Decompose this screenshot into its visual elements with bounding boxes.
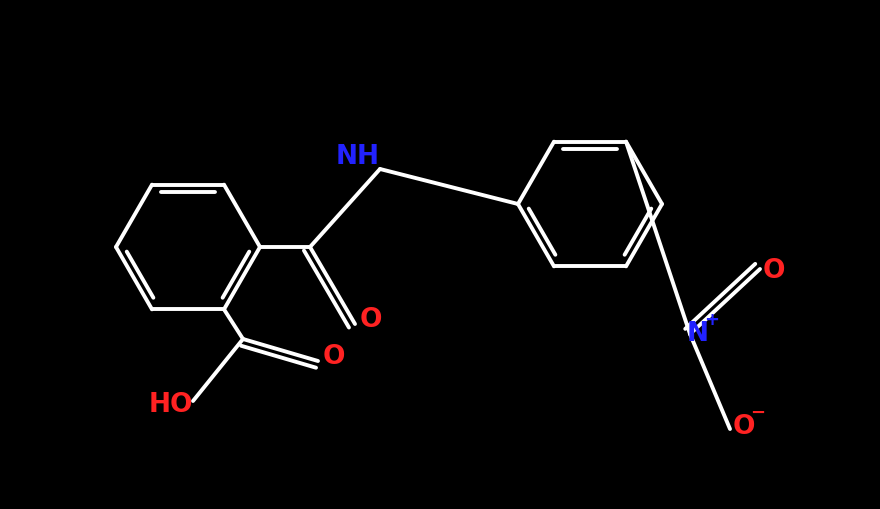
Text: −: − (751, 404, 766, 422)
Text: O: O (733, 414, 755, 440)
Text: O: O (360, 307, 382, 333)
Text: NH: NH (336, 144, 380, 170)
Text: O: O (763, 258, 785, 284)
Text: +: + (705, 311, 720, 329)
Text: N: N (687, 321, 709, 347)
Text: HO: HO (149, 392, 194, 418)
Text: O: O (323, 344, 345, 370)
